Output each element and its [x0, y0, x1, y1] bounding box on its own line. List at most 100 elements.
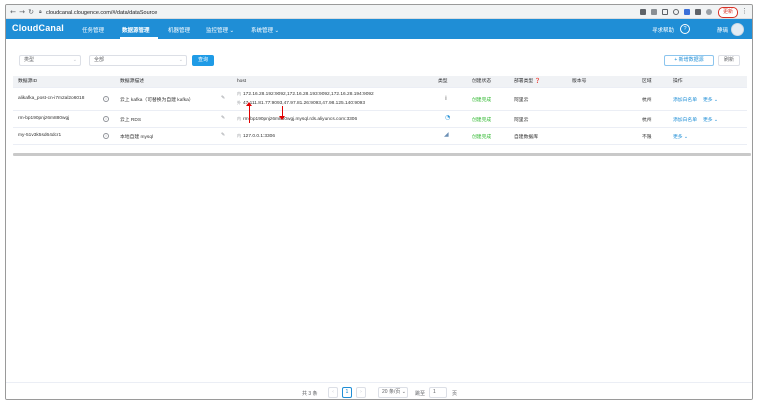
- address-bar[interactable]: cloudcanal.clougence.com/#/data/dataSour…: [46, 10, 158, 16]
- all-select-value: 全部: [94, 57, 105, 63]
- col-id: 数据源ID: [18, 79, 38, 84]
- goto-page-input[interactable]: 1: [429, 387, 447, 398]
- col-region: 区域: [642, 79, 652, 84]
- col-version: 版本号: [572, 79, 587, 84]
- pagination-total: 共 3 条: [302, 391, 318, 397]
- menu-monitor[interactable]: 监控管理 ⌄: [206, 28, 235, 34]
- region: 不限: [642, 135, 652, 140]
- add-datasource-button[interactable]: + 新增数据源: [664, 55, 714, 66]
- datasource-id[interactable]: alikafka_post-cn-i7m2al2o6018: [18, 96, 85, 101]
- datasource-id[interactable]: my-51v3k5sd64dcr1: [18, 133, 62, 138]
- query-button[interactable]: 查询: [192, 55, 214, 66]
- status-badge: 创建完成: [472, 135, 492, 140]
- datasource-id[interactable]: rm-bp190pnjz6m880wgj: [18, 116, 70, 121]
- reload-icon[interactable]: ↻: [28, 8, 34, 16]
- arrow-down-icon: [279, 116, 285, 120]
- datasource-desc: 本地自建 mysql: [120, 135, 154, 140]
- type-select-placeholder: 类型: [24, 57, 35, 63]
- page-suffix: 页: [452, 391, 458, 397]
- puzzle-icon[interactable]: [695, 9, 701, 15]
- table-row: rm-bp190pnjz6m880wgj i 云上 RDS ✎ 内 rm-bp19…: [13, 111, 747, 128]
- host-inner-value: 127.0.0.1:3306: [243, 134, 276, 139]
- datasource-desc: 云上 kafka（可替换为自建 kafka）: [120, 98, 194, 103]
- edit-icon[interactable]: ✎: [221, 132, 226, 138]
- bookmark-icon[interactable]: [662, 9, 668, 15]
- active-menu-indicator: [120, 37, 158, 39]
- edit-icon[interactable]: ✎: [221, 95, 226, 101]
- forward-icon[interactable]: →: [19, 8, 25, 16]
- key-icon[interactable]: [640, 9, 646, 15]
- type-select[interactable]: 类型 ⌄: [19, 55, 81, 66]
- col-deploy: 部署类型 ❓: [514, 79, 541, 84]
- datasource-desc: 云上 RDS: [120, 118, 142, 123]
- avatar[interactable]: [731, 23, 744, 36]
- user-name[interactable]: 静璃: [716, 28, 728, 34]
- annotation-arrow-up: [249, 105, 250, 123]
- extension-circle-icon[interactable]: [673, 9, 679, 15]
- deploy-type: 自建数据库: [514, 135, 538, 140]
- next-page-button[interactable]: ›: [356, 387, 366, 398]
- edit-icon[interactable]: ✎: [221, 115, 226, 121]
- menu-machine[interactable]: 机器管理: [168, 28, 191, 34]
- back-icon[interactable]: ←: [10, 8, 16, 16]
- chevron-down-icon: ⌄: [178, 57, 183, 63]
- app-logo[interactable]: CloudCanal: [12, 23, 65, 33]
- menu-datasource[interactable]: 数据源管理: [122, 28, 150, 34]
- inner-tag: 内: [237, 91, 241, 96]
- profile-icon[interactable]: [706, 9, 712, 15]
- col-host: host: [237, 79, 247, 84]
- host-inner-value: rm-bp190pnjz6m880wgj.mysql.rds.aliyuncs.…: [243, 117, 358, 122]
- lock-icon: 🔒︎: [39, 9, 42, 15]
- menu-system[interactable]: 系统管理 ⌄: [251, 28, 280, 34]
- more-menu[interactable]: 更多 ⌄: [703, 118, 718, 123]
- add-whitelist-link[interactable]: 添加白名单: [673, 118, 697, 123]
- host-inner: 内 rm-bp190pnjz6m880wgj.mysql.rds.aliyuncs…: [237, 116, 357, 122]
- info-icon[interactable]: i: [103, 116, 109, 122]
- inner-tag: 内: [237, 116, 241, 121]
- menu-task[interactable]: 任务管理: [82, 28, 105, 34]
- datasource-table: 数据源ID 数据源描述 host 类型 创建状态 部署类型 ❓ 版本号 区域 操…: [13, 76, 747, 145]
- add-whitelist-link[interactable]: 添加白名单: [673, 98, 697, 103]
- page-1-button[interactable]: 1: [342, 387, 352, 398]
- status-badge: 创建完成: [472, 118, 492, 123]
- translate-icon[interactable]: [651, 9, 657, 15]
- chevron-down-icon: ⌄: [72, 57, 77, 63]
- refresh-button[interactable]: 刷新: [718, 55, 740, 66]
- outer-tag: 外: [237, 100, 241, 105]
- browser-update-button[interactable]: 更新: [717, 7, 738, 18]
- region: 杭州: [642, 118, 652, 123]
- host-outer: 外 47.111.81.77:9093,47.97.81.26:9093,47.9…: [237, 100, 365, 106]
- rds-icon: ◔: [445, 114, 451, 121]
- kafka-icon: ⁞: [445, 95, 447, 102]
- pagination: 共 3 条 ‹ 1 › 20 条/页 ⌄ 跳至 1 页: [6, 382, 752, 399]
- region: 杭州: [642, 98, 652, 103]
- more-menu[interactable]: 更多 ⌄: [673, 135, 688, 140]
- prev-page-button[interactable]: ‹: [328, 387, 338, 398]
- help-link[interactable]: 寻求帮助: [651, 28, 674, 34]
- arrow-up-icon: [246, 102, 252, 106]
- info-icon[interactable]: i: [103, 96, 109, 102]
- annotation-arrow-down: [282, 106, 283, 117]
- host-outer-value: 47.111.81.77:9093,47.97.81.26:9093,47.98…: [243, 101, 365, 106]
- scrollbar-thumb[interactable]: [13, 153, 751, 156]
- browser-menu-icon[interactable]: ⋮: [741, 7, 748, 15]
- info-icon[interactable]: i: [103, 133, 109, 139]
- extension-blue-icon[interactable]: [684, 9, 690, 15]
- inner-tag: 内: [237, 133, 241, 138]
- more-menu[interactable]: 更多 ⌄: [703, 98, 718, 103]
- table-row: my-51v3k5sd64dcr1 i 本地自建 mysql ✎ 内 127.0.…: [13, 128, 747, 145]
- col-status: 创建状态: [472, 79, 492, 84]
- browser-toolbar: ← → ↻ 🔒︎ cloudcanal.clougence.com/#/data…: [6, 5, 752, 19]
- host-inner: 内 172.16.28.192:9092,172.16.28.193:9092,1…: [237, 91, 374, 97]
- goto-label: 跳至: [415, 391, 426, 397]
- table-header: 数据源ID 数据源描述 host 类型 创建状态 部署类型 ❓ 版本号 区域 操…: [13, 76, 747, 88]
- table-scrollbar[interactable]: [13, 153, 751, 156]
- help-icon[interactable]: ?: [680, 24, 690, 34]
- all-select[interactable]: 全部 ⌄: [89, 55, 187, 66]
- page-size-select[interactable]: 20 条/页 ⌄: [378, 387, 408, 398]
- deploy-type: 阿里云: [514, 118, 529, 123]
- table-row: alikafka_post-cn-i7m2al2o6018 i 云上 kafka…: [13, 88, 747, 111]
- status-badge: 创建完成: [472, 98, 492, 103]
- app-header: CloudCanal 任务管理 数据源管理 机器管理 监控管理 ⌄ 系统管理 ⌄…: [6, 19, 752, 39]
- host-inner: 内 127.0.0.1:3306: [237, 133, 275, 139]
